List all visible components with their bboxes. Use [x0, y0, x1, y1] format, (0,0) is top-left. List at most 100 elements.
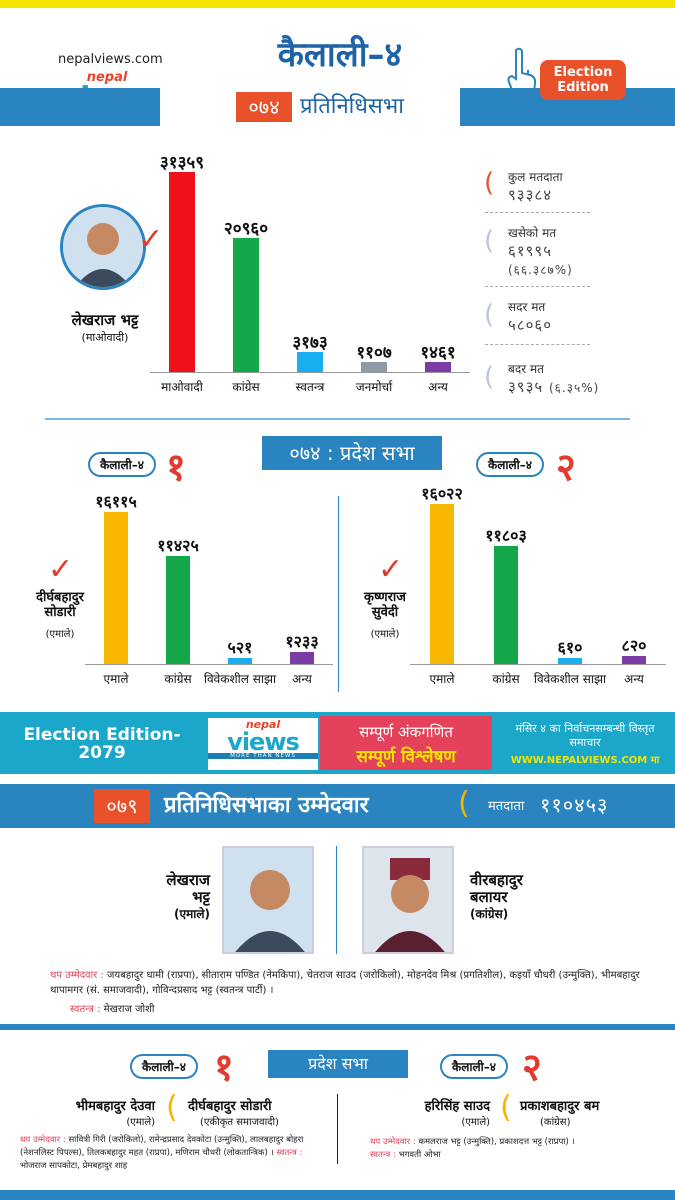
- constituency-tag-2: कैलाली–४: [440, 1054, 508, 1079]
- bar-4: [425, 362, 451, 372]
- accent-mark-icon: (: [458, 786, 470, 821]
- hor-year-code: ०७४: [236, 92, 292, 122]
- winner-check-icon: ✓: [138, 222, 164, 257]
- p2-candidate-1-party: (एमाले): [461, 1117, 490, 1128]
- bar-category-label: माओवादी: [161, 380, 203, 394]
- bar-category-label: अन्य: [292, 672, 312, 686]
- winner-check-icon: ✓: [48, 552, 74, 587]
- section-bar: [0, 1024, 675, 1030]
- pradesh-divider: [338, 496, 339, 692]
- stat-mark-icon: (: [484, 226, 495, 256]
- stat-mark-icon: (: [484, 300, 495, 330]
- candidate-1-photo: [222, 846, 314, 954]
- voters-value: ११०४५३: [540, 793, 609, 817]
- p1-candidate-2-party: (एकीकृत समाजवादी): [200, 1117, 279, 1128]
- bar-1: [233, 238, 259, 372]
- banner-red-block: [320, 716, 492, 770]
- banner-edition-title: Election Edition- 2079: [23, 725, 181, 763]
- bar-category-label: स्वतन्त्र: [295, 380, 325, 394]
- pradesh-2079-label: प्रदेश सभा: [268, 1050, 408, 1078]
- p1-other-candidates: थप उम्मेदवार : सावित्री गिरी (जरोकिलो), …: [20, 1135, 304, 1171]
- stat-total-voters: कुल मतदाता ९३३८४: [508, 170, 563, 204]
- bar-value-label: ११०७: [356, 343, 392, 363]
- constituency-tag-2: कैलाली–४: [476, 452, 544, 477]
- pradesh-2-winner-party: (एमाले): [370, 629, 400, 640]
- chart-axis: [85, 664, 333, 665]
- pradesh-2-winner-name: कृष्णराज सुवेदी: [364, 590, 406, 620]
- section-divider: [45, 418, 630, 420]
- winner-photo: [60, 204, 146, 290]
- hor-2079-label: प्रतिनिधिसभाका उम्मेदवार: [164, 793, 369, 818]
- bar-value-label: २०९६०: [223, 219, 269, 239]
- stat-mark-icon: (: [484, 362, 495, 392]
- bar-value-label: ११४२५: [157, 536, 199, 555]
- pradesh-1-winner-party: (एमाले): [45, 629, 75, 640]
- bar-2: [297, 352, 323, 372]
- stat-invalid-votes: बदर मत ३९३५ (६.३५%): [508, 362, 600, 396]
- bar-category-label: विवेकशील साझा: [533, 672, 607, 686]
- constituency-number-2: २: [522, 1045, 542, 1089]
- accent-mark-icon: (: [500, 1090, 512, 1125]
- accent-mark-icon: (: [166, 1090, 178, 1125]
- chart-axis: [150, 372, 470, 373]
- constituency-number-1: १: [214, 1045, 234, 1089]
- p2-candidate-1-name: हरिसिंह साउद: [424, 1099, 490, 1114]
- bar-0: [104, 512, 128, 664]
- other-candidates: थप उम्मेदवार : जयबहादुर धामी (राप्रपा), …: [50, 970, 640, 996]
- bar-value-label: ११८०३: [485, 526, 527, 545]
- bar-3: [361, 362, 387, 372]
- bar-value-label: ५२१: [227, 638, 253, 657]
- voting-hand-icon: [507, 47, 537, 99]
- constituency-number-1: १: [166, 445, 186, 489]
- stat-valid-votes: सदर मत ५८०६०: [508, 300, 553, 334]
- voters-label: मतदाता: [488, 799, 525, 814]
- bar-2: [228, 658, 252, 664]
- bar-0: [169, 172, 195, 372]
- stat-divider: [485, 344, 590, 345]
- footer-bar: [0, 1190, 675, 1200]
- banner-logo: nepal views MORE THAN NEWS: [208, 718, 318, 770]
- constituency-tag-1: कैलाली–४: [88, 452, 156, 477]
- bar-value-label: ८२०: [621, 636, 647, 655]
- bar-value-label: ३१३५९: [159, 153, 205, 173]
- p1-candidate-1-name: भीमबहादुर देउवा: [75, 1099, 155, 1114]
- winner-name: लेखराज भट्ट: [71, 311, 139, 329]
- bar-category-label: कांग्रेस: [232, 380, 260, 394]
- p2-other-candidates: थप उम्मेदवार : कमलराज भट्ट (उन्मुक्ति), …: [370, 1137, 575, 1160]
- bar-2: [558, 658, 582, 664]
- stat-divider: [485, 286, 590, 287]
- candidate-1-name: लेखराज भट्ट (एमाले): [166, 871, 210, 922]
- candidate-2-photo: [362, 846, 454, 954]
- bar-value-label: १६०२२: [421, 484, 463, 503]
- banner-site-link[interactable]: WWW.NEPALVIEWS.COM मा: [510, 755, 660, 766]
- bar-1: [494, 546, 518, 664]
- logo-nepal-text: nepal: [86, 70, 128, 85]
- bar-category-label: कांग्रेस: [492, 672, 520, 686]
- bar-category-label: एमाले: [429, 672, 455, 686]
- bar-value-label: १६११५: [95, 492, 137, 511]
- banner-right-line1: मंसिर ४ का निर्वाचनसम्बन्धी विस्तृत समाच…: [515, 722, 655, 749]
- stat-cast-votes: खसेको मत ६१९९५ (६६.३८७%): [508, 226, 573, 277]
- bar-0: [430, 504, 454, 664]
- bar-value-label: १४६१: [420, 343, 456, 363]
- person-avatar-icon: [63, 207, 143, 287]
- bar-3: [622, 656, 646, 664]
- bar-category-label: अन्य: [428, 380, 448, 394]
- bar-category-label: विवेकशील साझा: [203, 672, 277, 686]
- pradesh-1-winner-name: दीर्घबहादुर सोडारी: [36, 590, 84, 620]
- stat-divider: [485, 212, 590, 213]
- bar-3: [290, 652, 314, 664]
- banner-red-line1: सम्पूर्ण अंकगणित: [359, 723, 453, 741]
- hor-2079-code: ०७९: [94, 789, 150, 823]
- bar-category-label: कांग्रेस: [164, 672, 192, 686]
- constituency-number-2: २: [556, 445, 576, 489]
- bar-category-label: जनमोर्चा: [355, 380, 393, 394]
- bar-value-label: १२३३: [285, 632, 319, 651]
- candidate-divider: [336, 846, 337, 954]
- election-edition-badge: Election Edition: [540, 60, 626, 100]
- candidate-2-name: वीरबहादुर बलायर (कांग्रेस): [470, 871, 523, 922]
- p1-candidate-2-name: दीर्घबहादुर सोडारी: [188, 1099, 272, 1114]
- bar-1: [166, 556, 190, 664]
- stat-mark-icon: (: [484, 168, 495, 198]
- bar-value-label: ३१७३: [292, 333, 328, 353]
